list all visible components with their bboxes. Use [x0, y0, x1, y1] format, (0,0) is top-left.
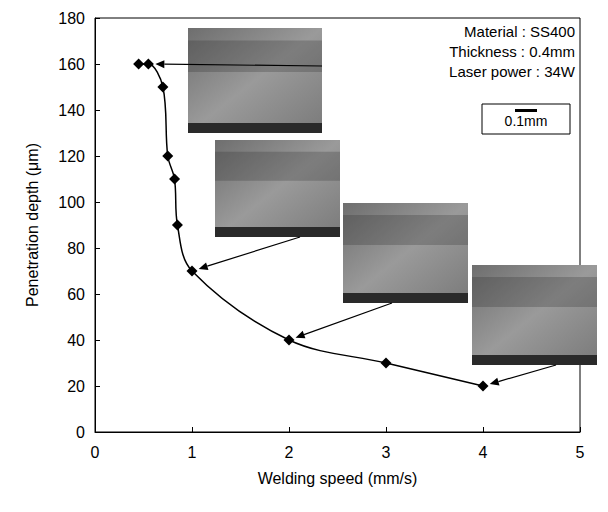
svg-text:5: 5: [576, 444, 585, 461]
svg-text:1: 1: [188, 444, 197, 461]
svg-text:20: 20: [67, 378, 85, 395]
svg-text:0.1mm: 0.1mm: [505, 113, 548, 129]
svg-text:120: 120: [58, 148, 85, 165]
svg-text:0: 0: [76, 424, 85, 441]
svg-text:100: 100: [58, 194, 85, 211]
svg-text:Welding speed (mm/s): Welding speed (mm/s): [258, 470, 418, 487]
svg-text:Penetration depth (μm): Penetration depth (μm): [24, 143, 41, 307]
svg-text:40: 40: [67, 332, 85, 349]
svg-text:180: 180: [58, 10, 85, 27]
svg-text:140: 140: [58, 102, 85, 119]
svg-text:160: 160: [58, 56, 85, 73]
svg-text:Thickness : 0.4mm: Thickness : 0.4mm: [449, 43, 575, 60]
svg-text:Laser power : 34W: Laser power : 34W: [449, 63, 576, 80]
svg-text:2: 2: [285, 444, 294, 461]
svg-text:Material : SS400: Material : SS400: [464, 23, 575, 40]
svg-text:3: 3: [382, 444, 391, 461]
svg-text:80: 80: [67, 240, 85, 257]
svg-text:4: 4: [479, 444, 488, 461]
svg-text:0: 0: [91, 444, 100, 461]
svg-text:60: 60: [67, 286, 85, 303]
